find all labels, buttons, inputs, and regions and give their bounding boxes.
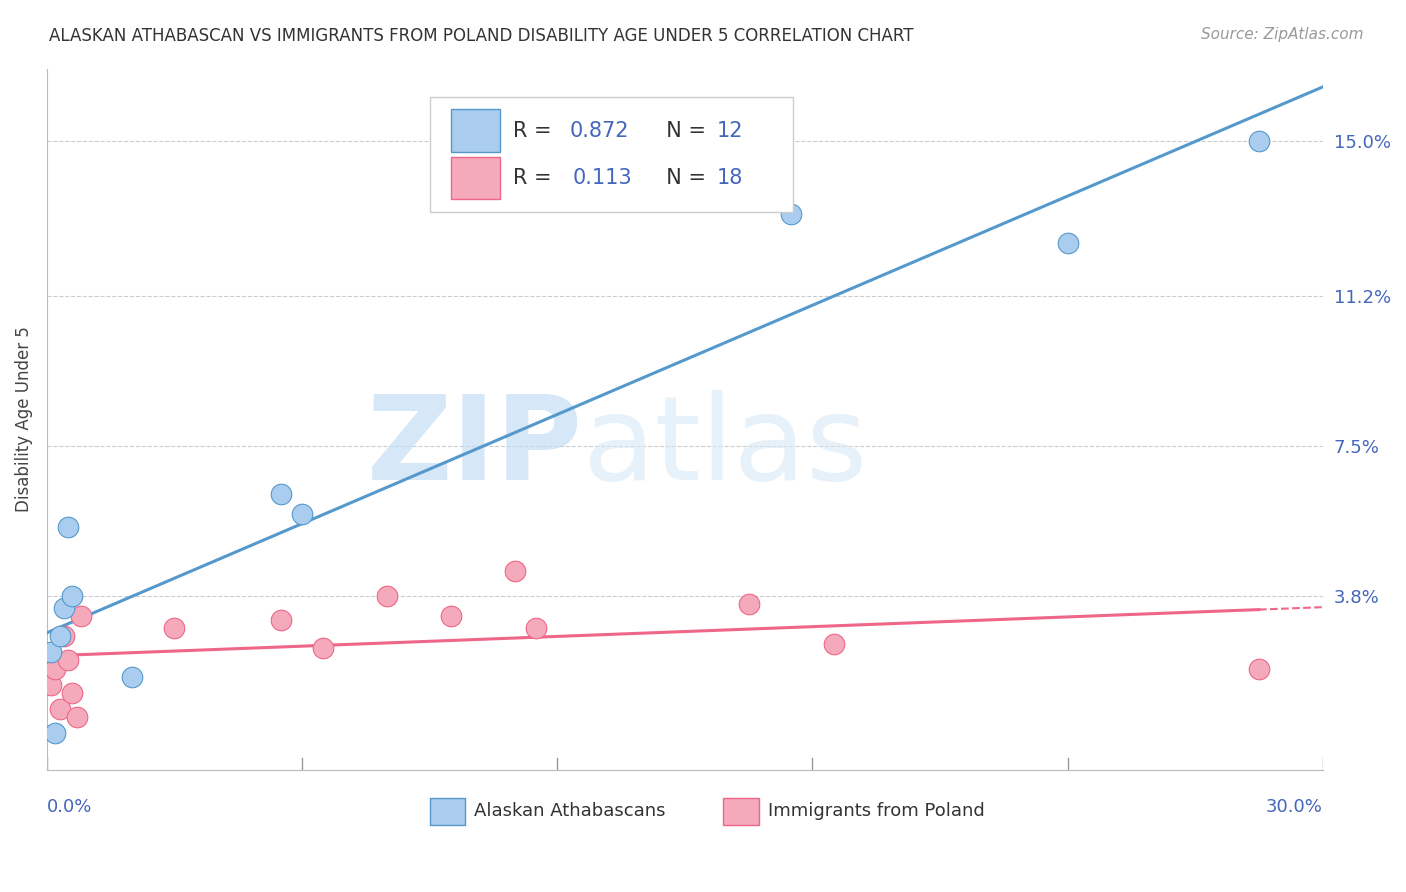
Point [44, 661, 66, 675]
Text: Source: ZipAtlas.com: Source: ZipAtlas.com [1201, 27, 1364, 42]
FancyBboxPatch shape [430, 798, 465, 824]
Point [780, 207, 803, 221]
Point [163, 621, 186, 635]
Text: Alaskan Athabascans: Alaskan Athabascans [474, 802, 666, 821]
Text: R =: R = [513, 169, 564, 188]
Text: 18: 18 [717, 169, 744, 188]
Y-axis label: Disability Age Under 5: Disability Age Under 5 [15, 326, 32, 512]
Point [48, 702, 70, 716]
Point [70, 608, 93, 623]
Point [270, 613, 292, 627]
Point [60, 589, 83, 603]
Point [44, 726, 66, 740]
Text: ZIP: ZIP [367, 390, 582, 505]
Point [270, 487, 292, 501]
Point [524, 621, 547, 635]
Text: ALASKAN ATHABASCAN VS IMMIGRANTS FROM POLAND DISABILITY AGE UNDER 5 CORRELATION : ALASKAN ATHABASCAN VS IMMIGRANTS FROM PO… [49, 27, 914, 45]
Text: 0.0%: 0.0% [46, 798, 93, 816]
Point [121, 670, 143, 684]
Point [66, 710, 89, 724]
Text: 0.113: 0.113 [572, 169, 633, 188]
Point [1247, 661, 1270, 675]
Point [39, 645, 62, 659]
Text: Immigrants from Poland: Immigrants from Poland [768, 802, 984, 821]
FancyBboxPatch shape [451, 110, 499, 152]
Text: 30.0%: 30.0% [1265, 798, 1323, 816]
Point [823, 637, 845, 651]
FancyBboxPatch shape [451, 157, 499, 200]
Point [737, 597, 759, 611]
Point [48, 629, 70, 643]
FancyBboxPatch shape [723, 798, 759, 824]
Text: 12: 12 [717, 120, 744, 141]
Text: atlas: atlas [582, 390, 868, 505]
Text: R =: R = [513, 120, 558, 141]
Point [503, 564, 526, 578]
Text: N =: N = [652, 169, 713, 188]
Point [291, 508, 314, 522]
Point [39, 678, 62, 692]
Text: N =: N = [652, 120, 713, 141]
Text: 0.872: 0.872 [569, 120, 630, 141]
Point [56, 653, 79, 667]
Point [1247, 135, 1270, 149]
Point [52, 600, 75, 615]
Point [375, 589, 398, 603]
Point [52, 629, 75, 643]
Point [440, 608, 463, 623]
FancyBboxPatch shape [430, 96, 793, 212]
Point [56, 519, 79, 533]
Point [1056, 235, 1078, 250]
Point [60, 686, 83, 700]
Point [312, 641, 335, 656]
